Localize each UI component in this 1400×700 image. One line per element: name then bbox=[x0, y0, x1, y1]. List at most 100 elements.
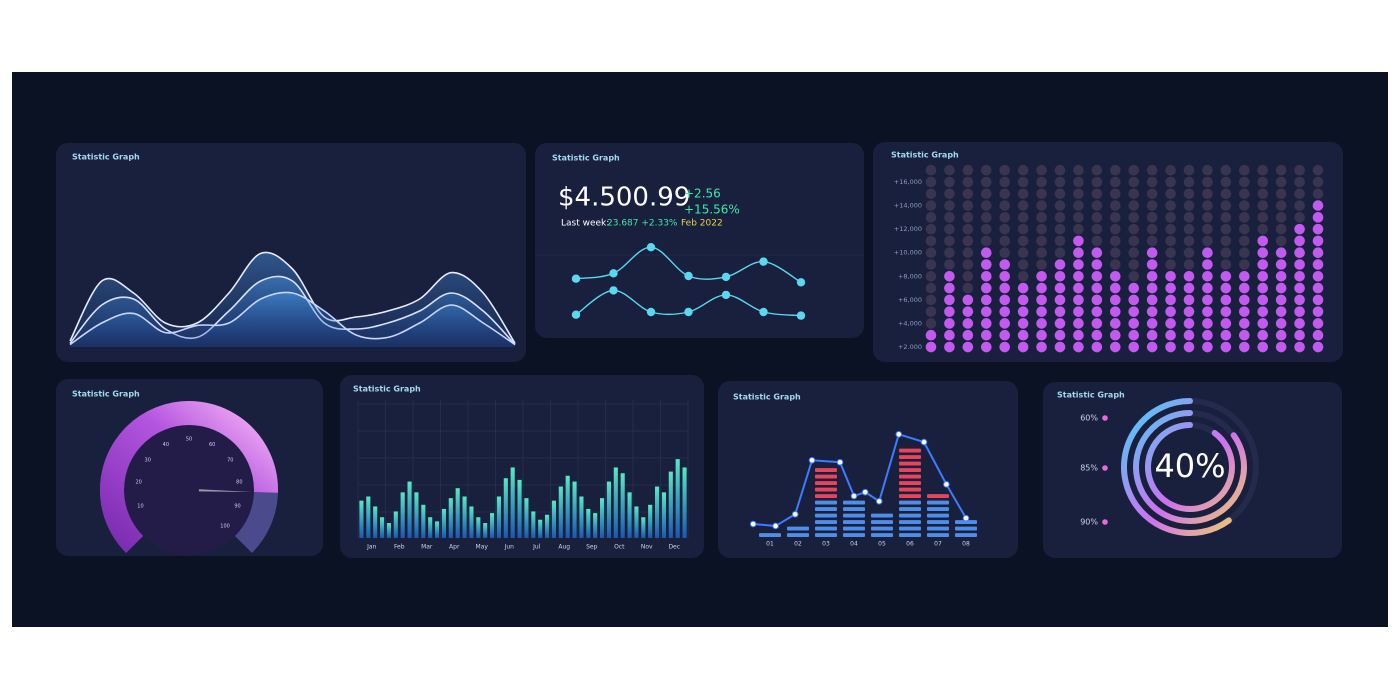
tick-label: 60 bbox=[209, 442, 215, 448]
bar bbox=[366, 496, 371, 538]
empty-dot bbox=[1220, 164, 1232, 176]
empty-dot bbox=[980, 164, 992, 176]
dot bbox=[1239, 318, 1250, 329]
bar bbox=[668, 471, 673, 538]
empty-dot bbox=[1275, 223, 1287, 235]
dot-column bbox=[944, 164, 955, 353]
dot bbox=[1036, 270, 1047, 282]
point bbox=[943, 481, 950, 488]
dot bbox=[1312, 270, 1324, 282]
dot bbox=[1257, 318, 1269, 329]
dot bbox=[1146, 270, 1158, 282]
dot bbox=[1220, 282, 1232, 294]
dot bbox=[1220, 341, 1232, 353]
empty-dot bbox=[925, 247, 937, 259]
empty-dot bbox=[1220, 200, 1232, 211]
dot bbox=[999, 270, 1011, 282]
dash bbox=[787, 533, 809, 537]
dot bbox=[1146, 259, 1158, 270]
dot-column bbox=[1036, 164, 1047, 353]
x-tick-label: Sep bbox=[586, 544, 598, 551]
empty-dot bbox=[1146, 223, 1158, 235]
dash bbox=[899, 468, 921, 472]
empty-dot bbox=[999, 200, 1011, 211]
gauge-face bbox=[124, 425, 254, 555]
dash bbox=[899, 513, 921, 518]
empty-dot bbox=[925, 223, 937, 235]
dash-bar bbox=[759, 533, 781, 537]
bar bbox=[373, 506, 378, 538]
dot bbox=[1054, 294, 1066, 306]
tick-label: 100 bbox=[220, 524, 230, 530]
empty-dot bbox=[1239, 223, 1250, 235]
x-tick-label: 01 bbox=[766, 541, 774, 548]
dash bbox=[815, 507, 837, 511]
bar bbox=[441, 508, 446, 538]
bar bbox=[565, 475, 570, 538]
empty-dot bbox=[1091, 164, 1103, 176]
y-tick-label: +6,000 bbox=[898, 296, 922, 304]
empty-dot bbox=[1257, 188, 1269, 200]
dash bbox=[843, 500, 865, 505]
tick-label: 70 bbox=[227, 458, 233, 464]
dot bbox=[999, 306, 1011, 317]
x-tick-label: 05 bbox=[878, 541, 886, 548]
bar bbox=[558, 486, 563, 538]
dot bbox=[1073, 318, 1084, 329]
dot-column bbox=[1128, 164, 1140, 353]
panel-title: Statistic Graph bbox=[891, 151, 959, 160]
empty-dot bbox=[1275, 212, 1287, 223]
empty-dot bbox=[1110, 188, 1121, 200]
dot bbox=[1165, 318, 1176, 329]
ring bbox=[1145, 422, 1235, 512]
bar bbox=[661, 492, 666, 538]
point bbox=[861, 488, 869, 496]
dot bbox=[1091, 259, 1103, 270]
y-tick-label: +16,000 bbox=[894, 178, 922, 186]
empty-dot bbox=[1165, 188, 1176, 200]
dot-column bbox=[1220, 164, 1232, 353]
dot bbox=[1073, 341, 1084, 353]
bar bbox=[490, 513, 495, 538]
line bbox=[69, 291, 516, 346]
empty-dot bbox=[1110, 200, 1121, 211]
x-tick-label: Jan bbox=[366, 544, 376, 551]
empty-dot bbox=[1110, 176, 1121, 188]
gauge-value bbox=[100, 401, 278, 553]
dash bbox=[759, 533, 781, 537]
dot bbox=[925, 329, 937, 341]
dot bbox=[1312, 212, 1324, 223]
dot bbox=[1091, 282, 1103, 294]
empty-dot bbox=[1312, 176, 1324, 188]
y-tick-label: +14,000 bbox=[894, 202, 922, 210]
empty-dot bbox=[1202, 188, 1213, 200]
dot bbox=[980, 341, 992, 353]
empty-dot bbox=[999, 223, 1011, 235]
legend-dot bbox=[1102, 519, 1108, 525]
empty-dot bbox=[1091, 223, 1103, 235]
empty-dot bbox=[925, 282, 937, 294]
dot bbox=[1257, 235, 1269, 247]
dot bbox=[1202, 282, 1213, 294]
dot bbox=[980, 306, 992, 317]
dot bbox=[944, 329, 955, 341]
dash bbox=[871, 533, 893, 537]
empty-dot bbox=[1183, 247, 1195, 259]
dash bbox=[899, 448, 921, 453]
dash bbox=[843, 520, 865, 524]
dot bbox=[1312, 294, 1324, 306]
dot-column bbox=[980, 164, 992, 353]
ring-label: 85% bbox=[1080, 464, 1098, 473]
bar bbox=[593, 513, 598, 538]
x-tick-label: Feb bbox=[394, 544, 405, 551]
dash-bar bbox=[927, 494, 949, 537]
dot bbox=[1036, 282, 1047, 294]
empty-dot bbox=[944, 200, 955, 211]
dot bbox=[1165, 270, 1176, 282]
line bbox=[753, 433, 967, 527]
dot bbox=[1275, 259, 1287, 270]
dash bbox=[871, 526, 893, 531]
empty-dot bbox=[1036, 164, 1047, 176]
